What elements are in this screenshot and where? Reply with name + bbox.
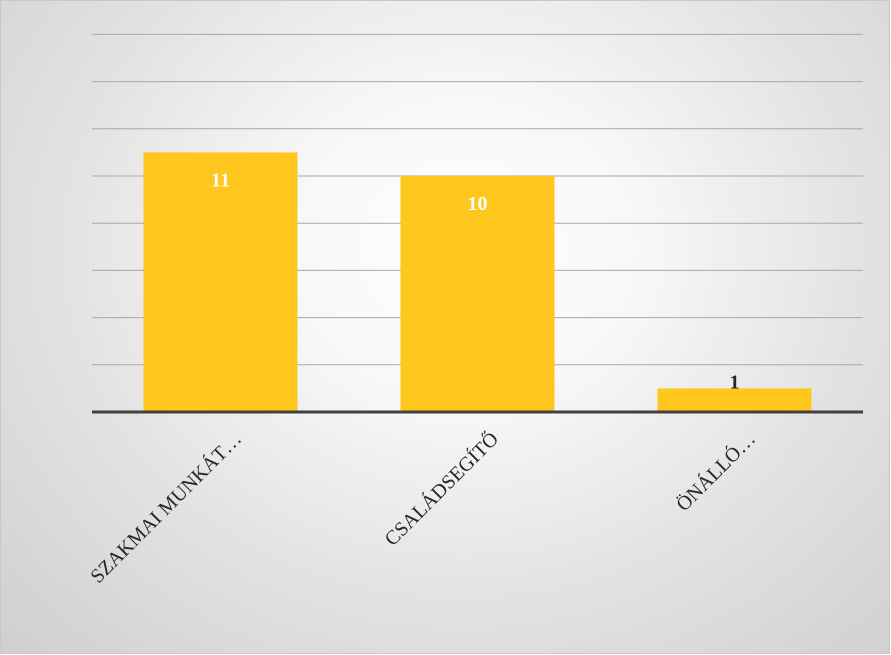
bar-2 — [657, 388, 812, 412]
data-label-2: 1 — [730, 371, 740, 393]
category-label-2: ÖNÁLLÓ… — [671, 427, 760, 516]
bar-1 — [400, 176, 555, 412]
bar-0 — [143, 152, 298, 412]
data-label-0: 11 — [211, 169, 230, 191]
data-label-1: 10 — [468, 193, 488, 215]
category-label-1: CSALÁDSEGÍTŐ — [379, 427, 503, 551]
category-label-0: SZAKMAI MUNKÁT… — [86, 427, 246, 587]
